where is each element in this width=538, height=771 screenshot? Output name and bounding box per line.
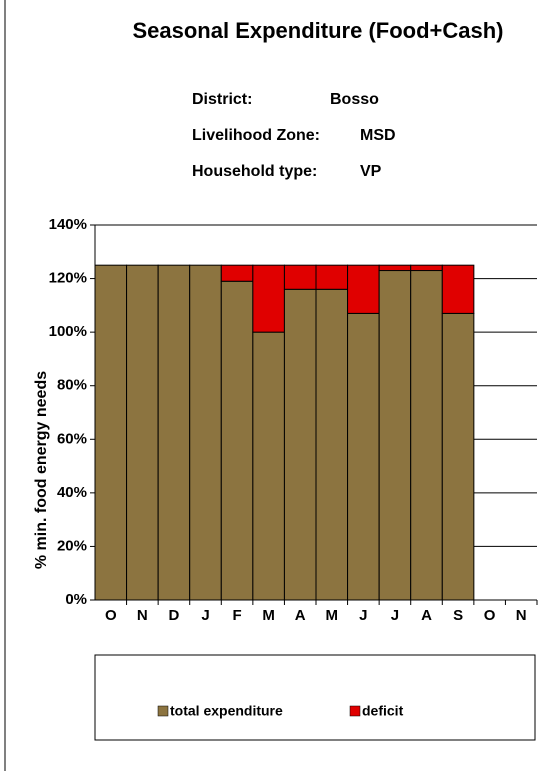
legend-swatch [157, 705, 169, 717]
y-tick-label: 40% [57, 484, 87, 501]
bar-segment [157, 264, 191, 601]
bar-segment [441, 264, 475, 314]
info-value: Bosso [330, 91, 379, 108]
bar-segment [252, 331, 285, 601]
bar-segment [94, 264, 128, 601]
info-value: VP [360, 163, 382, 180]
x-tick-label: D [169, 607, 180, 624]
y-tick-label: 120% [49, 270, 87, 287]
x-tick-label: J [201, 607, 209, 624]
x-tick-label: J [391, 607, 399, 624]
bar-segment [347, 264, 380, 314]
y-tick-label: 0% [65, 591, 87, 608]
info-value: MSD [360, 127, 396, 144]
x-tick-label: M [326, 607, 339, 624]
bar-segment [410, 270, 443, 601]
legend-swatch [349, 705, 361, 717]
y-tick-label: 80% [57, 377, 87, 394]
bar-segment [378, 270, 412, 601]
info-label: Livelihood Zone: [192, 127, 320, 144]
y-tick-label: 20% [57, 537, 87, 554]
bar-segment [315, 288, 349, 601]
bar-segment [126, 264, 159, 601]
legend-label: deficit [362, 703, 404, 719]
bar-segment [441, 312, 475, 601]
legend-label: total expenditure [170, 703, 283, 719]
bar-segment [189, 264, 222, 601]
x-tick-label: F [232, 607, 241, 624]
x-tick-label: O [105, 607, 117, 624]
bar-segment [283, 264, 317, 290]
bar-segment [220, 264, 254, 282]
info-label: District: [192, 91, 252, 108]
y-tick-label: 140% [49, 216, 87, 233]
x-tick-label: N [516, 607, 527, 624]
info-label: Household type: [192, 163, 317, 180]
x-tick-label: A [421, 607, 432, 624]
bar-segment [252, 264, 285, 333]
x-tick-label: N [137, 607, 148, 624]
y-axis-label: % min. food energy needs [33, 371, 50, 569]
x-tick-label: S [453, 607, 463, 624]
bar-segment [410, 264, 443, 272]
legend-box [94, 654, 536, 741]
bar-segment [347, 312, 380, 601]
x-tick-label: A [295, 607, 306, 624]
x-tick-label: J [359, 607, 367, 624]
bar-segment [283, 288, 317, 601]
x-tick-label: M [262, 607, 275, 624]
y-tick-label: 100% [49, 323, 87, 340]
bar-segment [220, 280, 254, 601]
x-tick-label: O [484, 607, 496, 624]
bar-segment [315, 264, 349, 290]
chart-title: Seasonal Expenditure (Food+Cash) [132, 18, 503, 43]
y-tick-label: 60% [57, 430, 87, 447]
bar-segment [378, 264, 412, 272]
